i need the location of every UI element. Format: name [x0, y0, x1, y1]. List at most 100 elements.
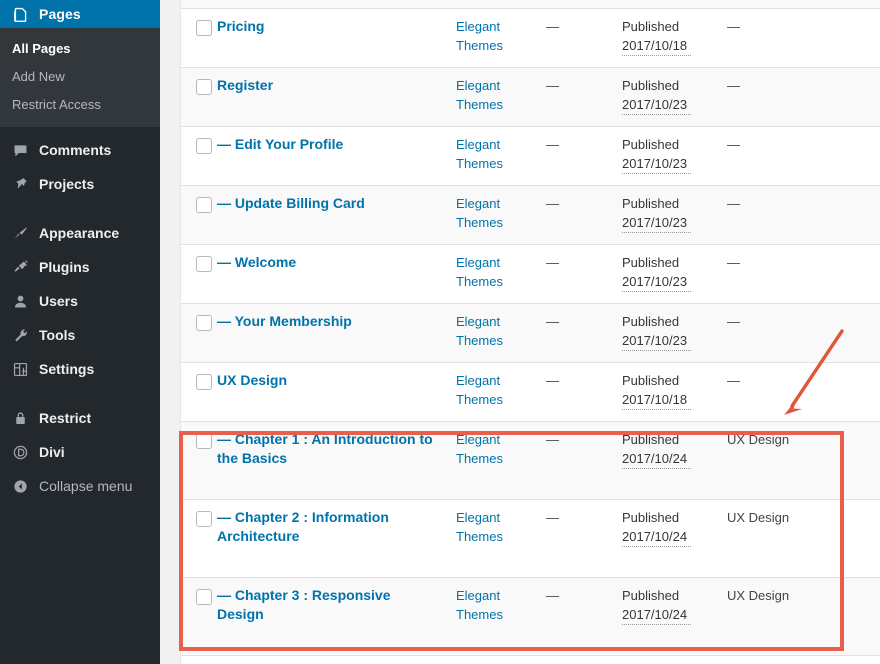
row-title-link[interactable]: — Your Membership: [217, 313, 352, 329]
row-author-cell[interactable]: Elegant Themes: [456, 586, 546, 655]
row-checkbox[interactable]: [196, 433, 212, 449]
row-checkbox[interactable]: [196, 79, 212, 95]
admin-sidebar: Pages All Pages Add New Restrict Access: [0, 0, 168, 664]
row-author-link[interactable]: Elegant Themes: [456, 432, 503, 466]
row-title-cell[interactable]: — Your Membership: [217, 312, 456, 362]
row-comments-cell: —: [546, 137, 559, 152]
row-checkbox-cell[interactable]: [181, 194, 217, 244]
table-row[interactable]: — Chapter 1 : An Introduction to the Bas…: [181, 422, 880, 500]
sidebar-item-label: Users: [39, 293, 78, 309]
sidebar-item-projects[interactable]: Projects: [0, 167, 160, 201]
row-author-link[interactable]: Elegant Themes: [456, 255, 503, 289]
row-title-cell[interactable]: — Edit Your Profile: [217, 135, 456, 185]
row-author-link[interactable]: Elegant Themes: [456, 137, 503, 171]
row-author-link[interactable]: Elegant Themes: [456, 373, 503, 407]
sidebar-item-tools[interactable]: Tools: [0, 318, 160, 352]
row-title-link[interactable]: Pricing: [217, 18, 265, 34]
row-title-link[interactable]: — Chapter 3 : Responsive Design: [217, 587, 391, 622]
row-author-cell[interactable]: Elegant Themes: [456, 135, 546, 185]
row-author-link[interactable]: Elegant Themes: [456, 510, 503, 544]
row-checkbox-cell[interactable]: [181, 17, 217, 67]
row-title-cell[interactable]: UX Design: [217, 371, 456, 421]
table-row[interactable]: — Your Membership Elegant Themes — Publi…: [181, 304, 880, 363]
submenu-item-restrict-access[interactable]: Restrict Access: [0, 91, 160, 119]
row-checkbox[interactable]: [196, 315, 212, 331]
row-author-link[interactable]: Elegant Themes: [456, 19, 503, 53]
row-checkbox-cell[interactable]: [181, 0, 217, 8]
sidebar-item-plugins[interactable]: Plugins: [0, 250, 160, 284]
row-checkbox-cell[interactable]: [181, 76, 217, 126]
row-title-cell[interactable]: Pricing: [217, 17, 456, 67]
sidebar-item-appearance[interactable]: Appearance: [0, 216, 160, 250]
row-checkbox[interactable]: [196, 20, 212, 36]
row-author-cell[interactable]: Elegant Themes: [456, 253, 546, 303]
table-row[interactable]: — Edit Your Profile Elegant Themes — Pub…: [181, 127, 880, 186]
row-status-value: Published: [622, 78, 680, 93]
row-author-link[interactable]: Elegant Themes: [456, 78, 503, 112]
row-checkbox-cell[interactable]: [181, 508, 217, 577]
row-title-cell[interactable]: — Chapter 2 : Information Architecture: [217, 508, 456, 577]
sidebar-item-users[interactable]: Users: [0, 284, 160, 318]
row-checkbox[interactable]: [196, 256, 212, 272]
row-author-cell[interactable]: Elegant Themes: [456, 430, 546, 499]
row-checkbox-cell[interactable]: [181, 135, 217, 185]
row-checkbox-cell[interactable]: [181, 253, 217, 303]
submenu-item-add-new[interactable]: Add New: [0, 63, 160, 91]
row-checkbox-cell[interactable]: [181, 371, 217, 421]
row-checkbox[interactable]: [196, 589, 212, 605]
table-row[interactable]: Themes 2017/10/18: [181, 0, 880, 9]
row-title-cell[interactable]: Register: [217, 76, 456, 126]
row-title-cell[interactable]: — Update Billing Card: [217, 194, 456, 244]
row-title-link[interactable]: — Update Billing Card: [217, 195, 365, 211]
row-checkbox-cell[interactable]: [181, 586, 217, 655]
row-title-link[interactable]: Register: [217, 77, 274, 93]
row-author-cell[interactable]: Elegant Themes: [456, 371, 546, 421]
table-row[interactable]: — Chapter 2 : Information Architecture E…: [181, 500, 880, 578]
table-row[interactable]: Register Elegant Themes — Published 2017…: [181, 68, 880, 127]
row-author-cell[interactable]: Elegant Themes: [456, 76, 546, 126]
sidebar-item-label: Appearance: [39, 225, 120, 241]
row-title-cell[interactable]: — Chapter 1 : An Introduction to the Bas…: [217, 430, 456, 499]
row-author-cell[interactable]: Themes: [456, 0, 546, 8]
row-title-link[interactable]: UX Design: [217, 372, 288, 388]
row-checkbox-cell[interactable]: [181, 430, 217, 499]
row-author-cell[interactable]: Elegant Themes: [456, 312, 546, 362]
table-row[interactable]: — Welcome Elegant Themes — Published 201…: [181, 245, 880, 304]
row-checkbox[interactable]: [196, 138, 212, 154]
row-title-cell[interactable]: [217, 0, 456, 8]
row-title-cell[interactable]: — Chapter 3 : Responsive Design: [217, 586, 456, 655]
sidebar-item-label: Divi: [39, 444, 65, 460]
table-row[interactable]: Pricing Elegant Themes — Published 2017/…: [181, 9, 880, 68]
row-author-cell[interactable]: Elegant Themes: [456, 194, 546, 244]
row-checkbox[interactable]: [196, 197, 212, 213]
table-row[interactable]: — Update Billing Card Elegant Themes — P…: [181, 186, 880, 245]
sidebar-item-comments[interactable]: Comments: [0, 133, 160, 167]
sidebar-item-restrict[interactable]: Restrict: [0, 401, 160, 435]
sidebar-item-settings[interactable]: Settings: [0, 352, 160, 386]
sidebar-item-collapse-menu[interactable]: Collapse menu: [0, 469, 160, 503]
row-date-cell: Published 2017/10/18: [622, 371, 727, 421]
row-date-value: 2017/10/18: [622, 36, 691, 56]
row-checkbox[interactable]: [196, 511, 212, 527]
row-author-cell[interactable]: Elegant Themes: [456, 508, 546, 577]
row-author-cell[interactable]: Elegant Themes: [456, 17, 546, 67]
row-title-link[interactable]: — Edit Your Profile: [217, 136, 344, 152]
row-checkbox-cell[interactable]: [181, 312, 217, 362]
sidebar-menu-group-2: Appearance Plugins Users: [0, 210, 160, 386]
row-title-link[interactable]: — Chapter 2 : Information Architecture: [217, 509, 389, 544]
row-title-link[interactable]: — Welcome: [217, 254, 297, 270]
row-status-value: Published: [622, 432, 680, 447]
row-title-cell[interactable]: — Welcome: [217, 253, 456, 303]
sidebar-divider-1: [0, 201, 160, 210]
row-checkbox[interactable]: [196, 374, 212, 390]
row-author-link[interactable]: Elegant Themes: [456, 588, 503, 622]
table-row[interactable]: UX Design Elegant Themes — Published 201…: [181, 363, 880, 422]
submenu-item-all-pages[interactable]: All Pages: [0, 35, 160, 63]
sidebar-item-divi[interactable]: Divi: [0, 435, 160, 469]
row-author-link[interactable]: Elegant Themes: [456, 314, 503, 348]
row-title-link[interactable]: — Chapter 1 : An Introduction to the Bas…: [217, 431, 433, 466]
table-row[interactable]: — Chapter 3 : Responsive Design Elegant …: [181, 578, 880, 656]
sidebar-item-pages[interactable]: Pages: [0, 0, 168, 28]
row-author-link[interactable]: Elegant Themes: [456, 196, 503, 230]
